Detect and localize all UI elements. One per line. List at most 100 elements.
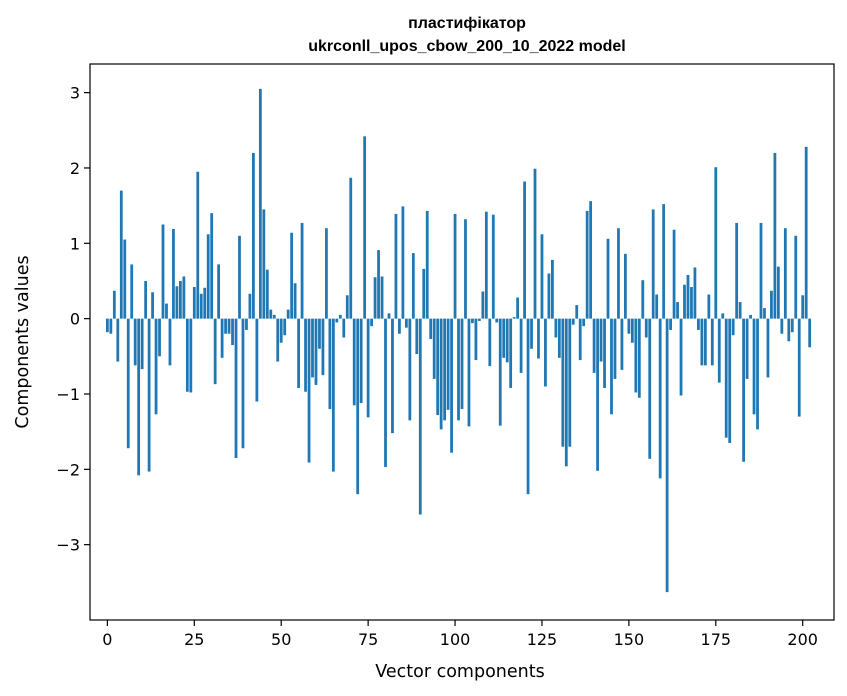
bar <box>742 318 745 462</box>
bar <box>502 318 506 358</box>
bar <box>756 318 759 430</box>
y-tick-label: −3 <box>56 536 80 555</box>
bar <box>130 264 134 319</box>
bar <box>780 318 784 334</box>
x-axis-ticks: 0 25 50 75 100 125 150 175 200 <box>102 620 818 649</box>
bar <box>745 318 749 379</box>
chart-title-line-1: пластифікатор <box>408 15 526 32</box>
bar <box>644 318 648 338</box>
bar <box>318 318 321 349</box>
x-tick-label: 150 <box>614 630 645 649</box>
chart-title-line-2: ukrconll_upos_cbow_200_10_2022 model <box>308 38 625 55</box>
bar <box>596 318 599 471</box>
bar <box>627 318 631 334</box>
bar <box>728 318 732 443</box>
bar <box>338 314 342 319</box>
bar <box>325 228 328 319</box>
bar <box>377 250 380 319</box>
bar <box>464 219 467 319</box>
bar <box>168 318 172 366</box>
bar <box>345 295 349 319</box>
plot-area-frame <box>89 63 835 621</box>
x-axis-label: Vector components <box>375 662 544 682</box>
bar <box>770 290 773 319</box>
bar <box>192 287 196 319</box>
bar <box>335 318 339 323</box>
bar <box>474 318 478 361</box>
bar <box>613 318 617 379</box>
bar <box>648 318 652 459</box>
bar <box>231 318 234 346</box>
bar <box>519 318 523 373</box>
bar <box>189 318 193 393</box>
bar <box>790 318 794 333</box>
bar <box>384 318 387 468</box>
bar <box>307 318 311 463</box>
bar <box>119 190 123 319</box>
bar <box>669 318 672 330</box>
bar <box>394 213 398 319</box>
bar <box>801 295 805 319</box>
bar <box>544 318 547 387</box>
bar <box>352 318 356 406</box>
bar <box>509 318 513 388</box>
bar <box>707 294 711 319</box>
bar <box>161 224 165 319</box>
bar <box>401 206 405 319</box>
bar <box>238 235 241 319</box>
bar <box>415 318 419 355</box>
bar <box>245 318 248 330</box>
bar <box>467 318 471 427</box>
bar <box>697 318 700 330</box>
bar <box>258 88 262 319</box>
bar <box>311 318 314 378</box>
bar <box>575 305 579 319</box>
bar <box>471 318 474 324</box>
bar <box>589 201 593 319</box>
bar <box>763 308 766 319</box>
bar <box>182 276 186 319</box>
bar <box>109 318 113 334</box>
bar <box>617 228 620 319</box>
bar <box>606 238 610 319</box>
bar <box>203 287 207 319</box>
y-tick-label: −1 <box>56 385 80 404</box>
bar <box>752 318 756 415</box>
bar <box>710 318 714 366</box>
bar <box>481 291 485 319</box>
bar <box>477 318 481 321</box>
bar <box>321 318 325 376</box>
bar <box>457 318 460 421</box>
x-tick-label: 100 <box>440 630 471 649</box>
y-axis-label: Components values <box>13 255 33 428</box>
bar <box>439 318 443 430</box>
bar <box>703 318 707 366</box>
bar <box>356 318 360 495</box>
bar <box>585 210 589 319</box>
bar <box>530 318 533 349</box>
bar <box>158 318 161 357</box>
bar <box>199 293 203 319</box>
bar <box>578 318 582 361</box>
bar <box>568 318 572 447</box>
bar <box>248 293 252 319</box>
bar <box>432 318 436 379</box>
bar <box>408 318 412 421</box>
bar <box>342 318 346 338</box>
bar <box>523 181 526 319</box>
bar <box>255 318 259 402</box>
bar <box>206 234 210 319</box>
bar <box>185 318 189 392</box>
bar <box>637 318 641 398</box>
bar <box>380 276 384 319</box>
bar <box>787 318 791 342</box>
bar <box>624 253 627 319</box>
bar <box>304 318 307 392</box>
bar <box>429 318 433 339</box>
bar <box>196 171 200 319</box>
bar <box>297 318 300 388</box>
bar <box>411 253 415 319</box>
bar <box>373 277 377 319</box>
bar <box>450 318 453 453</box>
